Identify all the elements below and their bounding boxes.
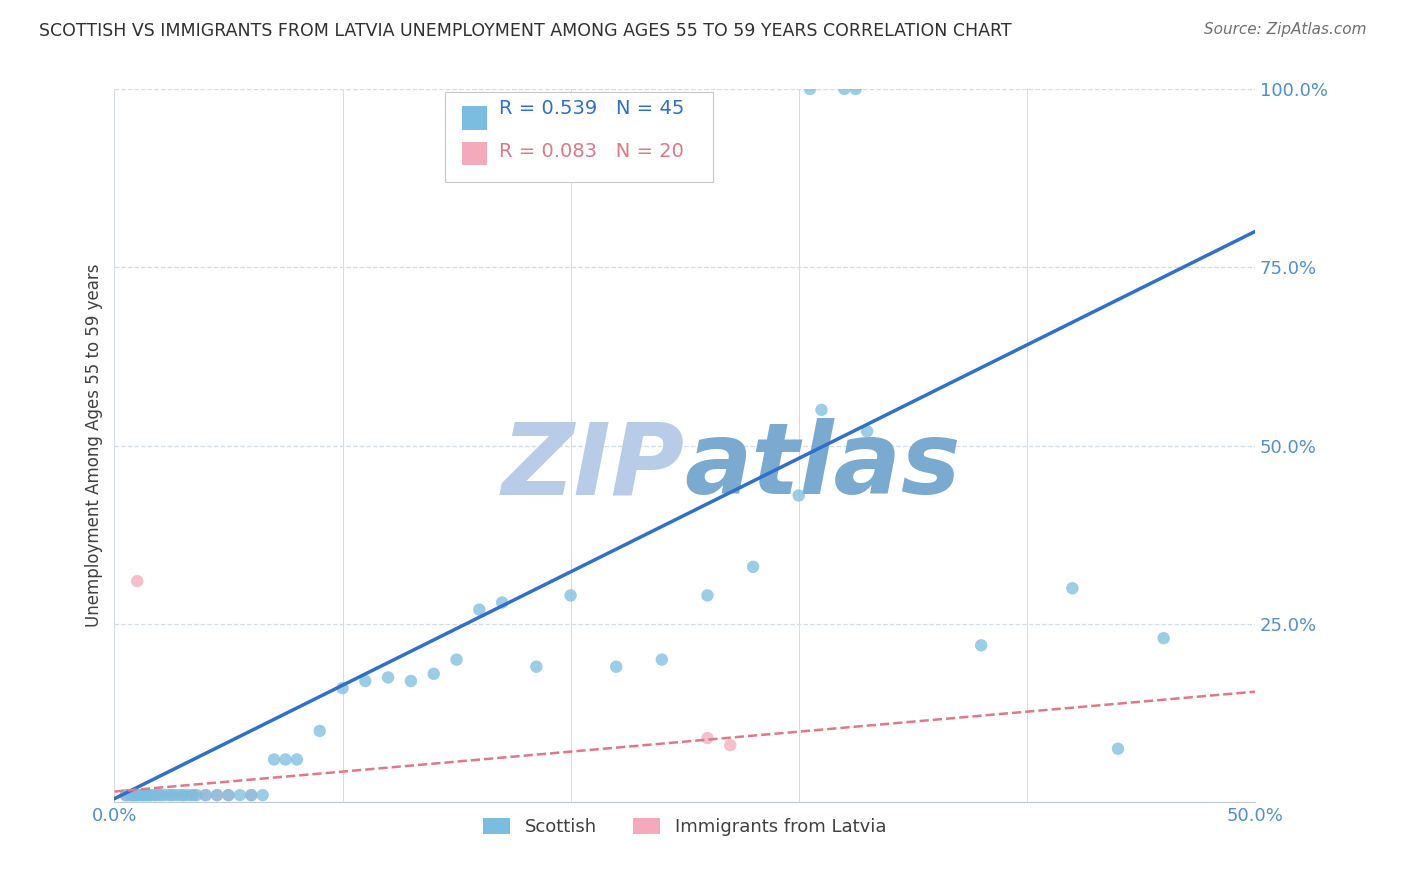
Point [183,788,205,802]
Point [787,489,810,503]
Point [135,788,157,802]
Text: R = 0.539   N = 45: R = 0.539 N = 45 [499,99,685,119]
Point [970,638,993,652]
Point [128,788,150,802]
Point [127,574,149,588]
Point [181,788,204,802]
Point [446,652,468,666]
Point [742,559,765,574]
Point [1107,741,1129,756]
Point [834,82,856,96]
Point [194,788,217,802]
Point [124,788,146,802]
Y-axis label: Unemployment Among Ages 55 to 59 years: Unemployment Among Ages 55 to 59 years [86,264,103,627]
Point [172,788,194,802]
Point [399,673,422,688]
Point [160,788,183,802]
Point [810,403,832,417]
Text: atlas: atlas [685,418,962,516]
FancyBboxPatch shape [446,93,713,182]
Point [167,788,190,802]
Point [718,738,741,752]
Point [263,752,285,766]
Point [139,788,162,802]
Point [217,788,239,802]
Point [468,602,491,616]
Point [117,788,139,802]
Point [120,788,142,802]
Point [845,82,868,96]
Point [1153,631,1175,645]
Point [217,788,239,802]
Point [172,788,194,802]
Point [149,788,172,802]
Point [149,788,172,802]
Point [285,752,308,766]
Point [422,666,444,681]
Point [274,752,297,766]
Point [176,788,198,802]
Text: Source: ZipAtlas.com: Source: ZipAtlas.com [1204,22,1367,37]
Point [240,788,263,802]
Point [240,788,263,802]
Point [605,659,627,673]
Point [127,788,149,802]
Point [308,723,330,738]
Point [114,788,136,802]
Point [332,681,354,695]
Point [138,788,160,802]
Point [560,588,582,602]
Point [145,788,167,802]
Point [799,82,821,96]
Point [157,788,180,802]
Point [135,788,157,802]
Point [114,788,136,802]
Point [491,595,513,609]
Point [121,788,143,802]
Point [856,425,879,439]
Text: R = 0.083   N = 20: R = 0.083 N = 20 [499,142,683,161]
Point [124,788,146,802]
Point [696,588,718,602]
Point [205,788,228,802]
Point [139,788,162,802]
Point [524,659,547,673]
Point [205,788,228,802]
Point [120,788,142,802]
Legend: Scottish, Immigrants from Latvia: Scottish, Immigrants from Latvia [477,811,893,843]
Text: ZIP: ZIP [502,418,685,516]
Point [153,788,176,802]
Point [377,670,399,684]
FancyBboxPatch shape [463,142,488,165]
FancyBboxPatch shape [463,106,488,129]
Point [186,788,208,802]
Point [194,788,217,802]
Point [1062,581,1084,595]
Point [651,652,673,666]
Point [696,731,718,745]
Point [163,788,186,802]
Point [131,788,153,802]
Point [121,788,143,802]
Text: SCOTTISH VS IMMIGRANTS FROM LATVIA UNEMPLOYMENT AMONG AGES 55 TO 59 YEARS CORREL: SCOTTISH VS IMMIGRANTS FROM LATVIA UNEMP… [39,22,1012,40]
Point [252,788,274,802]
Point [229,788,252,802]
Point [127,788,149,802]
Point [145,788,167,802]
Point [131,788,153,802]
Point [354,673,377,688]
Point [132,788,155,802]
